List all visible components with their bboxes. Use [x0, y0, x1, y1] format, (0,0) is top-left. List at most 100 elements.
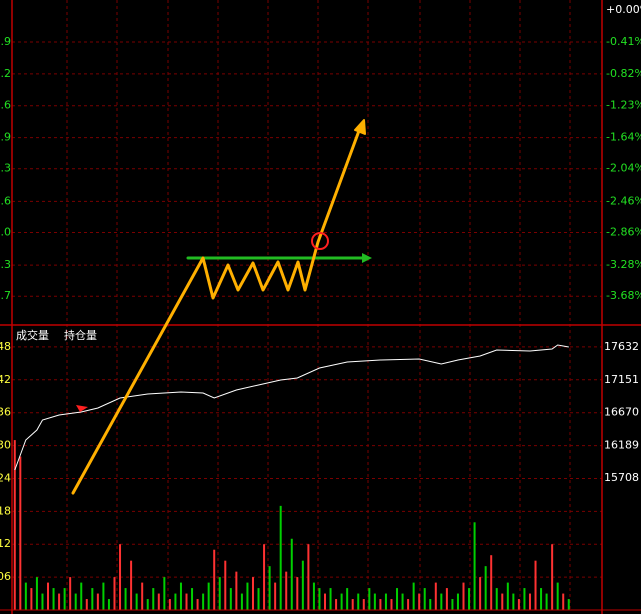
volume-bar	[412, 582, 415, 610]
y2-tick-label: 15708	[604, 471, 639, 484]
volume-bar	[102, 582, 105, 610]
volume-bar	[534, 560, 537, 610]
volume-bar	[85, 599, 88, 610]
annotations	[71, 119, 372, 495]
volume-bar	[462, 582, 465, 610]
red-circle	[311, 232, 329, 250]
volume-bar	[263, 544, 266, 610]
volume-bar	[312, 582, 315, 610]
volume-bar	[329, 588, 332, 610]
volume-bar	[229, 588, 232, 610]
volume-bar	[362, 599, 365, 610]
volume-bar	[124, 588, 127, 610]
volume-bar	[484, 566, 487, 610]
volume-bar	[130, 560, 133, 610]
volume-bar	[562, 593, 565, 610]
y-tick-label: 18	[0, 504, 11, 517]
volume-bar	[207, 582, 210, 610]
volume-bar	[407, 599, 410, 610]
volume-bar	[47, 582, 50, 610]
volume-bar	[213, 549, 216, 610]
y2-tick-label: 16189	[604, 438, 639, 451]
orange-arrowhead	[354, 119, 366, 135]
y2-tick-label: 17151	[604, 373, 639, 386]
left-tick-label: .2	[1, 67, 12, 80]
y-tick-label: -2.86%	[606, 225, 641, 238]
volume-bar	[501, 593, 504, 610]
y-tick-label: 24	[0, 471, 11, 484]
volume-bar	[69, 577, 72, 610]
volume-bar	[268, 566, 271, 610]
volume-bar	[80, 582, 83, 610]
volume-bar	[523, 588, 526, 610]
volume-bar	[373, 593, 376, 610]
volume-bar	[24, 582, 27, 610]
volume-bar	[146, 599, 149, 610]
volume-bar	[512, 593, 515, 610]
volume-bar	[390, 599, 393, 610]
volume-bar	[91, 588, 94, 610]
volume-bar	[107, 599, 110, 610]
volume-bar	[429, 599, 432, 610]
left-tick-label: .7	[1, 289, 12, 302]
volume-bar	[152, 588, 155, 610]
y-tick-label: 36	[0, 406, 11, 419]
left-tick-label: .6	[1, 99, 12, 112]
volume-bar	[423, 588, 426, 610]
left-tick-label: .6	[1, 194, 12, 207]
volume-bar	[434, 582, 437, 610]
volume-bar	[240, 593, 243, 610]
volume-bar	[257, 588, 260, 610]
volume-bar	[396, 588, 399, 610]
y-tick-label: +0.00%	[606, 3, 641, 16]
y-tick-label: 06	[0, 570, 11, 583]
volume-bar	[368, 588, 371, 610]
green-arrowhead	[362, 253, 372, 263]
volume-bar	[63, 588, 66, 610]
left-tick-label: .9	[1, 131, 12, 144]
volume-bar	[274, 582, 277, 610]
volume-bar	[19, 456, 22, 610]
volume-bar	[246, 582, 249, 610]
volume-bar	[440, 593, 443, 610]
volume-bar	[456, 593, 459, 610]
volume-bar	[30, 588, 33, 610]
volume-bar	[418, 593, 421, 610]
open-interest-line	[14, 344, 569, 471]
volume-bar	[479, 577, 482, 610]
y-tick-label: 30	[0, 439, 11, 452]
volume-bar	[96, 593, 99, 610]
volume-bar	[119, 544, 122, 610]
volume-bar	[235, 571, 238, 610]
volume-bar	[13, 440, 16, 610]
volume-bar	[384, 593, 387, 610]
y-tick-label: -2.46%	[606, 194, 641, 207]
volume-bar	[528, 593, 531, 610]
plot-layer: +0.00% -0.41% -0.82% -1.23% -1.64% -2.04% -2.4…	[0, 3, 641, 610]
volume-bar	[324, 593, 327, 610]
volume-bar	[451, 599, 454, 610]
volume-bar	[113, 577, 116, 610]
y-tick-label: 12	[0, 537, 11, 550]
volume-bar	[285, 571, 288, 610]
y-tick-label: -0.41%	[606, 35, 641, 48]
y-tick-label: -2.04%	[606, 162, 641, 175]
volume-bar	[335, 599, 338, 610]
volume-bar	[567, 599, 570, 610]
volume-bar	[141, 582, 144, 610]
volume-bar	[556, 582, 559, 610]
volume-bar	[135, 593, 138, 610]
volume-bar	[506, 582, 509, 610]
left-tick-label: .3	[1, 258, 12, 271]
volume-bar	[290, 538, 293, 610]
volume-bar	[351, 599, 354, 610]
volume-bar	[196, 599, 199, 610]
volume-bar	[174, 593, 177, 610]
y2-tick-label: 16670	[604, 406, 639, 419]
volume-bar	[179, 582, 182, 610]
volume-bar	[35, 577, 38, 610]
volume-bar	[346, 588, 349, 610]
volume-bar	[379, 599, 382, 610]
volume-bar	[445, 588, 448, 610]
